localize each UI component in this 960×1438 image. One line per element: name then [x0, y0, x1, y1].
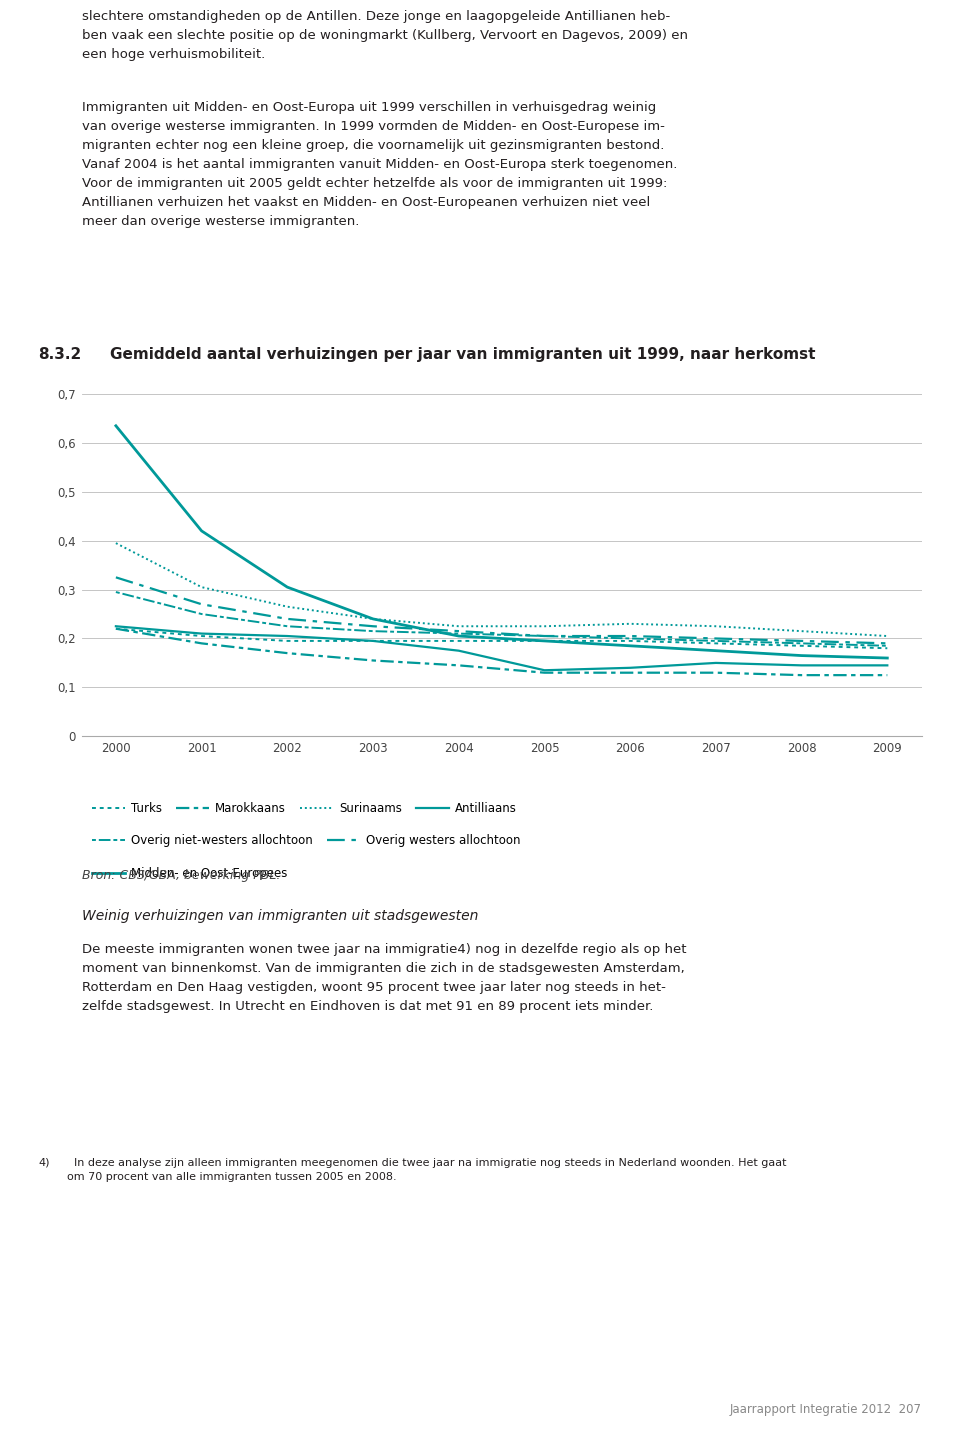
Text: In deze analyse zijn alleen immigranten meegenomen die twee jaar na immigratie n: In deze analyse zijn alleen immigranten …: [67, 1158, 786, 1182]
Text: De meeste immigranten wonen twee jaar na immigratie4) nog in dezelfde regio als : De meeste immigranten wonen twee jaar na…: [82, 943, 686, 1014]
Text: 8.3.2: 8.3.2: [38, 348, 82, 362]
Text: Jaarrapport Integratie 2012  207: Jaarrapport Integratie 2012 207: [730, 1403, 922, 1416]
Text: Gemiddeld aantal verhuizingen per jaar van immigranten uit 1999, naar herkomst: Gemiddeld aantal verhuizingen per jaar v…: [110, 348, 816, 362]
Text: 4): 4): [38, 1158, 50, 1168]
Text: slechtere omstandigheden op de Antillen. Deze jonge en laagopgeleide Antillianen: slechtere omstandigheden op de Antillen.…: [82, 10, 687, 60]
Text: Immigranten uit Midden- en Oost-Europa uit 1999 verschillen in verhuisgedrag wei: Immigranten uit Midden- en Oost-Europa u…: [82, 101, 677, 227]
Legend: Midden- en Oost-Europees: Midden- en Oost-Europees: [87, 861, 292, 884]
Text: Weinig verhuizingen van immigranten uit stadsgewesten: Weinig verhuizingen van immigranten uit …: [82, 909, 478, 923]
Text: Bron: CBS/GBA, bewerking PBL.: Bron: CBS/GBA, bewerking PBL.: [82, 869, 280, 881]
